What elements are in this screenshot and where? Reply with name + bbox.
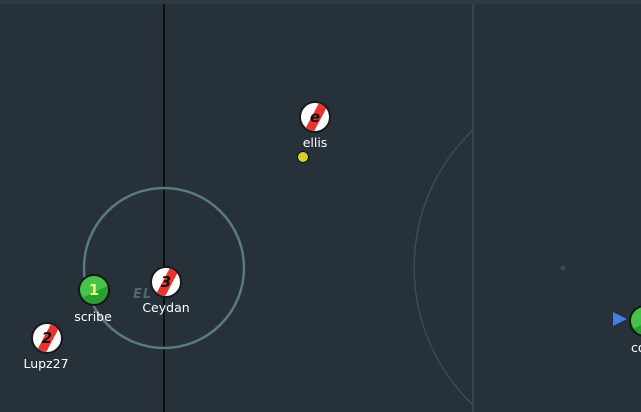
player-name-corl: corl (631, 340, 641, 355)
arrow-right-icon (613, 312, 627, 326)
player-ceydan[interactable]: 3 (150, 266, 182, 298)
player-avatar-text: 3 (160, 273, 172, 291)
penalty-spot (560, 265, 566, 271)
goal-arc (413, 129, 474, 406)
player-avatar-text: e (309, 108, 321, 126)
top-edge (0, 0, 641, 4)
player-avatar-text: 2 (41, 329, 53, 347)
player-ellis[interactable]: e (299, 101, 331, 133)
player-name-ceydan: Ceydan (142, 300, 190, 315)
player-scribe[interactable]: 1 (78, 274, 110, 306)
player-avatar-text (631, 307, 641, 335)
player-lupz27[interactable]: 2 (31, 322, 63, 354)
player-corl[interactable] (629, 305, 641, 337)
ball-icon (297, 151, 309, 163)
field-logo: EL (133, 287, 153, 302)
player-avatar-text: 1 (88, 281, 100, 299)
player-name-lupz27: Lupz27 (23, 356, 69, 371)
kickoff-circle (82, 186, 246, 350)
player-name-ellis: ellis (302, 135, 328, 150)
player-name-scribe: scribe (74, 309, 112, 324)
